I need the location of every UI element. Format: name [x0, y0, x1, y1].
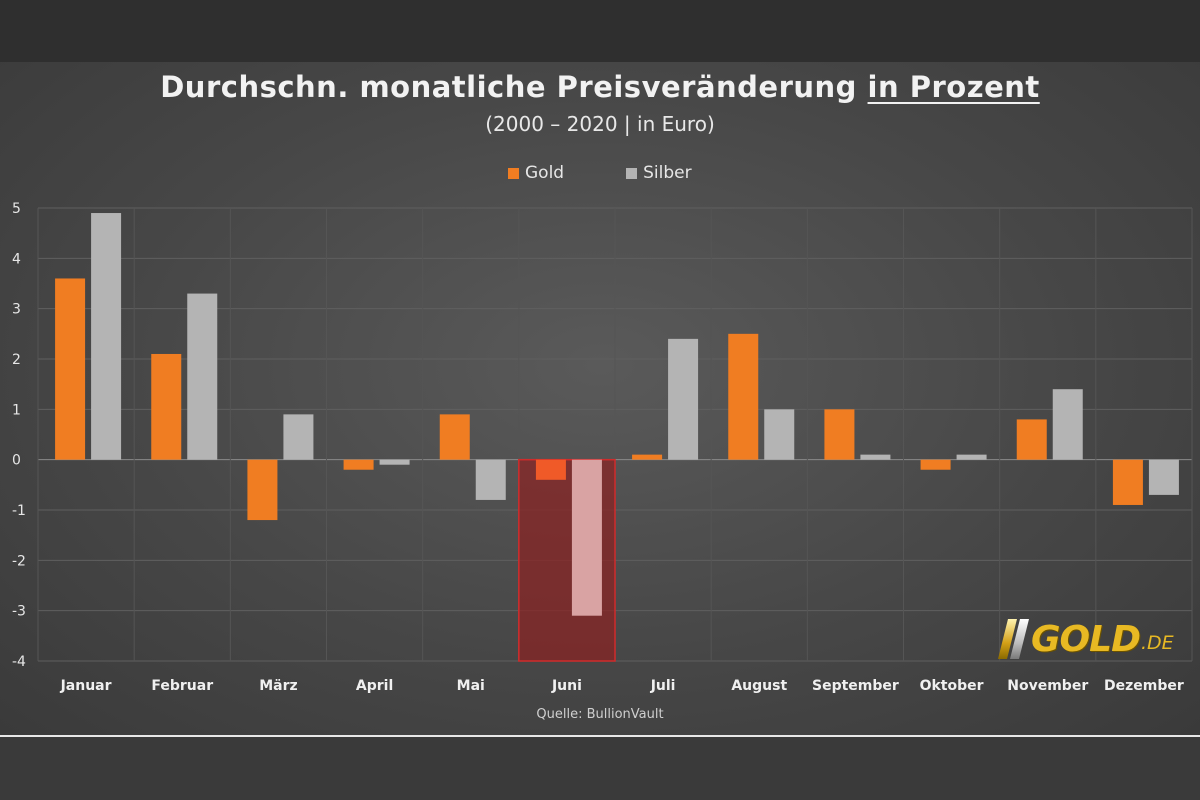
y-tick-label: 3: [12, 302, 21, 318]
bar-gold: [439, 414, 470, 460]
y-tick-label: 4: [12, 251, 21, 267]
brand-tld: .DE: [1140, 632, 1174, 654]
x-tick-label: November: [1007, 678, 1088, 694]
x-tick-label: Juli: [650, 678, 676, 694]
legend-label-gold: Gold: [525, 163, 565, 183]
y-tick-label: 2: [12, 352, 21, 368]
bar-silber: [1052, 389, 1083, 460]
legend-item-silber: Silber: [626, 163, 692, 183]
x-tick-label: Dezember: [1104, 678, 1184, 694]
bar-silber: [571, 459, 602, 616]
bar-silber: [187, 293, 218, 460]
bottom-band: [0, 737, 1200, 800]
y-tick-label: 0: [12, 453, 21, 469]
legend-swatch-gold: [508, 167, 519, 179]
bottom-rule: [0, 735, 1200, 737]
bar-gold: [247, 459, 278, 521]
x-tick-label: September: [812, 678, 899, 694]
bar-silber: [860, 454, 891, 460]
x-tick-label: März: [259, 678, 297, 694]
source-note: Quelle: BullionVault: [536, 707, 664, 722]
chart-title-main: Durchschn. monatliche Preisveränderung: [160, 70, 868, 104]
chart-title: Durchschn. monatliche Preisveränderung i…: [0, 70, 1200, 104]
bar-gold: [632, 454, 663, 460]
x-tick-label: Juni: [551, 678, 582, 694]
top-band: [0, 0, 1200, 62]
x-tick-label: April: [356, 678, 393, 694]
bar-gold: [1112, 459, 1143, 505]
bar-silber: [764, 409, 795, 460]
x-tick-label: Februar: [151, 678, 213, 694]
y-tick-label: -3: [12, 604, 26, 620]
chart-title-underlined: in Prozent: [867, 70, 1040, 104]
legend: Gold Silber: [508, 162, 754, 184]
bar-silber: [91, 213, 122, 460]
legend-label-silber: Silber: [643, 163, 692, 183]
brand-logo: GOLD .DE: [998, 615, 1193, 663]
bar-gold: [535, 459, 566, 480]
bar-silber: [283, 414, 314, 460]
y-tick-label: -1: [12, 503, 26, 519]
bar-gold: [824, 409, 855, 460]
legend-swatch-silber: [626, 167, 638, 179]
y-tick-label: 5: [12, 201, 21, 217]
y-tick-label: 1: [12, 402, 21, 418]
bar-gold: [343, 459, 374, 470]
chart-subtitle: (2000 – 2020 | in Euro): [485, 112, 715, 136]
bar-gold: [55, 278, 86, 460]
brand-name: GOLD: [1031, 618, 1141, 660]
x-tick-label: August: [731, 678, 787, 694]
bar-silber: [475, 459, 506, 500]
bar-gold: [151, 353, 182, 460]
legend-item-gold: Gold: [508, 163, 564, 183]
x-tick-label: Januar: [60, 678, 112, 694]
bar-gold: [1016, 419, 1047, 460]
bar-gold: [920, 459, 951, 470]
bar-silber: [956, 454, 987, 460]
x-tick-label: Mai: [457, 678, 485, 694]
bar-silber: [668, 338, 699, 460]
y-tick-label: -2: [12, 553, 26, 569]
y-tick-label: -4: [12, 654, 26, 670]
bar-silber: [1148, 459, 1179, 495]
x-tick-label: Oktober: [920, 678, 984, 694]
bar-gold: [728, 333, 759, 460]
bar-silber: [379, 459, 410, 465]
